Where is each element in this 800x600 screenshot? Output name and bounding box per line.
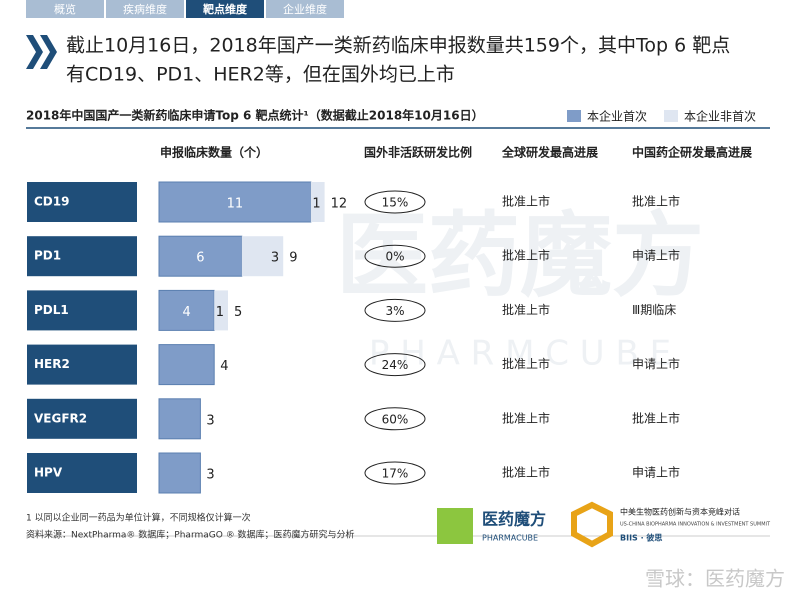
bar-value-label: 6 [196,251,204,266]
tab [186,0,264,18]
row-label-box [27,182,137,222]
brand-name-en: PHARMACUBE [482,534,538,543]
total-label: 12 [331,197,348,212]
ratio: 15% [382,196,409,210]
watermark-en: P H A R M C U B E [369,334,671,374]
brand-name: 医药魔方 [482,510,546,529]
row-label: HER2 [34,357,70,371]
row-label: PD1 [34,249,61,263]
row-label: PDL1 [34,303,69,317]
legend-label: 本企业首次 [587,109,647,124]
row-label: VEGFR2 [34,411,87,425]
watermark: 医药魔方 [336,202,704,309]
china-stage: 申请上市 [632,465,680,480]
china-stage: 申请上市 [632,356,680,371]
source: 资料来源：NextPharma® 数据库；PharmaGO ® 数据库；医药魔方… [26,529,355,541]
ratio: 17% [382,467,409,481]
summit-name-en: US-CHINA BIOPHARMA INNOVATION & INVESTME… [620,522,771,528]
row-label-box [27,236,137,277]
bar-value-label: 11 [227,197,244,212]
global-stage: 批准上市 [502,302,550,317]
axis-label: 申报临床数量（个） [160,145,268,160]
global-stage: 批准上市 [502,410,550,425]
row-label-box [27,344,137,385]
global-stage: 批准上市 [502,356,550,371]
tab-label: 疾病维度 [123,2,167,16]
tab [26,0,104,18]
bar-segment [158,398,201,440]
legend-swatch [664,110,678,122]
headline: 有CD19、PD1、HER2等，但在国外均已上市 [66,64,455,86]
headline: 截止10月16日，2018年国产一类新药临床申报数量共159个，其中Top 6 … [66,35,730,57]
bar-value-label: 4 [182,305,190,320]
tab-label: 概览 [54,2,76,16]
tab [266,0,344,18]
row-label: CD19 [34,195,69,209]
china-stage: 申请上市 [632,248,680,263]
column-header: 全球研发最高进展 [501,145,598,160]
row-label: HPV [34,466,63,480]
brand-logo [437,508,473,544]
tab-label: 企业维度 [283,2,327,16]
chevron-icon [26,35,57,69]
ratio: 60% [382,412,409,426]
column-header: 中国药企研发最高进展 [632,145,752,160]
bar-segment [158,181,312,223]
row-label-box [27,453,137,493]
ratio-oval [364,461,426,485]
summit-logo [571,501,613,548]
bar-segment [310,182,325,222]
legend-swatch [567,110,581,122]
bar-segment [158,235,243,277]
ratio-oval [364,298,426,322]
column-header: 国外非活跃研发比例 [364,145,472,160]
bar-value-label: 1 [312,197,320,212]
total-label: 9 [289,251,297,266]
china-stage: Ⅲ期临床 [632,303,676,317]
footnote: 1 以同以企业同一药品为单位计算，不同规格仅计算一次 [26,512,251,524]
bar-value-label: 1 [216,305,224,320]
footer-watermark: 雪球：医药魔方 [645,567,785,591]
total-label: 3 [206,413,214,428]
ratio-oval [364,353,426,377]
total-label: 5 [234,305,242,320]
bar-segment [214,290,228,331]
tab-label: 靶点维度 [203,2,248,16]
global-stage: 批准上市 [502,194,550,209]
bar-segment [158,452,201,494]
ratio: 3% [385,304,404,318]
ratio-oval [364,244,426,268]
ratio: 0% [385,250,404,264]
chart-title: 2018年中国国产一类新药临床申请Top 6 靶点统计¹（数据截止2018年10… [26,108,484,123]
bar-segment [158,344,215,386]
ratio-oval [364,190,426,214]
global-stage: 批准上市 [502,248,550,263]
bar-segment [158,289,215,331]
summit-brand: BIIS · 彼思 [620,533,662,543]
total-label: 3 [206,468,214,483]
china-stage: 批准上市 [632,194,680,209]
total-label: 4 [220,359,228,374]
ratio-oval [364,407,426,431]
ratio: 24% [382,358,409,372]
tab [106,0,184,18]
row-label-box [27,290,137,331]
global-stage: 批准上市 [502,465,550,480]
legend-label: 本企业非首次 [684,109,756,124]
bar-segment [241,236,284,277]
summit-name: 中美生物医药创新与资本竞峰对话 [620,507,740,517]
bar-value-label: 3 [271,251,279,266]
row-label-box [27,398,137,439]
china-stage: 批准上市 [632,410,680,425]
